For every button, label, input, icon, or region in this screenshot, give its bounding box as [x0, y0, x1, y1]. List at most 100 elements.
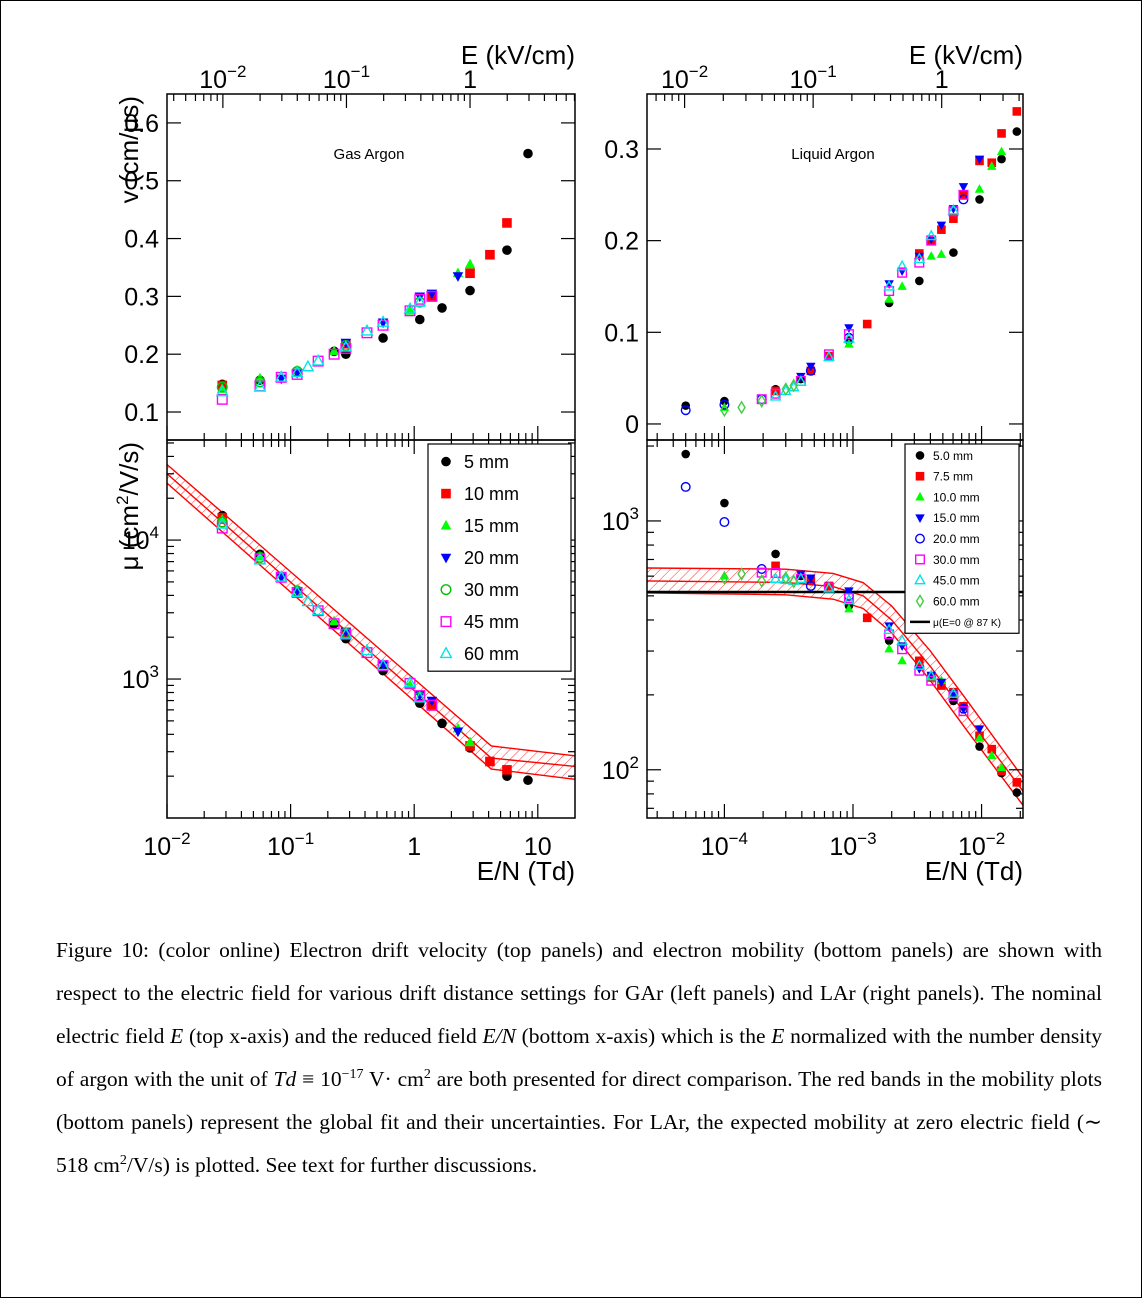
data-point [1012, 788, 1022, 797]
data-point [948, 206, 959, 217]
data-point [805, 365, 816, 376]
legend-label: 45 mm [464, 612, 519, 632]
data-point [414, 690, 426, 702]
data-point [340, 342, 352, 354]
data-point [290, 365, 304, 378]
data-point [823, 349, 834, 360]
tick-label: 0.5 [124, 168, 159, 196]
data-point [253, 552, 267, 565]
tick-label-base: 10 [790, 66, 818, 94]
data-point [936, 678, 947, 688]
caption-math: E/N [482, 1024, 516, 1048]
data-point [974, 184, 985, 193]
tick-label-base: 10 [661, 66, 689, 94]
tick-label: 0.2 [124, 341, 159, 369]
data-point [274, 570, 288, 582]
data-point [720, 498, 729, 508]
data-point [452, 727, 464, 738]
data-point [883, 279, 896, 291]
data-point [781, 382, 791, 397]
data-point [897, 644, 908, 655]
tick-label-exponent: −4 [729, 829, 748, 848]
data-point [771, 561, 780, 571]
data-point [216, 393, 228, 405]
annotation: Liquid Argon [791, 146, 874, 163]
data-point [403, 301, 417, 314]
data-point [844, 339, 854, 348]
data-point [926, 251, 936, 260]
data-point [769, 572, 782, 584]
data-point [465, 268, 475, 279]
data-point [523, 148, 533, 159]
tick-label-exponent: 4 [150, 523, 159, 542]
data-point [844, 324, 854, 333]
data-point [896, 634, 909, 645]
tick-label-base: 10 [701, 833, 729, 861]
data-point [987, 744, 997, 754]
data-point [720, 403, 729, 418]
data-point [502, 218, 512, 228]
y-axis-label: v (cm/μs) [114, 96, 144, 203]
legend-marker [915, 491, 925, 501]
fit-line [646, 592, 1024, 806]
legend-marker [914, 573, 926, 585]
data-point [913, 659, 926, 670]
data-point [914, 252, 925, 262]
data-point [974, 732, 985, 742]
tick-label-base: 10 [267, 833, 295, 861]
data-point [770, 388, 781, 399]
fit-line [166, 482, 576, 780]
tick-label: 0 [625, 411, 639, 439]
data-point [328, 618, 340, 630]
data-point [737, 567, 746, 581]
data-point [958, 183, 969, 192]
data-point [414, 293, 426, 305]
tick-label: 103 [602, 504, 639, 536]
data-point [996, 146, 1007, 156]
tick-label-base: 10 [199, 66, 227, 94]
data-point [789, 378, 798, 393]
data-point [897, 267, 908, 278]
data-point [1012, 778, 1022, 787]
data-point [719, 517, 730, 528]
tick-label-base: 10 [958, 833, 986, 861]
caption-superscript: −17 [341, 1066, 364, 1082]
data-point [958, 189, 969, 200]
plot-frame [646, 439, 1024, 819]
data-point [915, 276, 924, 286]
data-point [720, 571, 729, 585]
data-point [823, 350, 835, 362]
data-point [465, 285, 475, 296]
data-point [997, 129, 1006, 138]
tick-label: 10−1 [267, 829, 314, 861]
data-point [843, 329, 854, 340]
data-point [949, 248, 958, 257]
data-point [376, 658, 390, 671]
data-point [926, 235, 937, 246]
tick-label: 1 [463, 66, 477, 94]
data-point [339, 627, 353, 639]
data-point [824, 351, 834, 361]
caption-text: (top x-axis) and the reduced field [183, 1024, 483, 1048]
tick-label: 102 [602, 753, 639, 785]
tick-label-exponent: 2 [630, 753, 639, 772]
legend-label: 45.0 mm [933, 574, 980, 588]
data-point [974, 725, 985, 735]
legend-label: 5 mm [464, 452, 509, 472]
data-point [215, 517, 229, 529]
legend-marker [440, 553, 452, 564]
tick-label-base: 10 [143, 833, 171, 861]
tick-label: 0.6 [124, 110, 159, 138]
data-point [769, 389, 782, 401]
data-point [464, 258, 476, 269]
data-point [949, 214, 958, 223]
data-point [464, 736, 476, 747]
legend-marker [915, 514, 925, 523]
tick-label-exponent: −2 [171, 829, 190, 848]
data-point [925, 669, 938, 681]
caption-text: /V/s) is plotted. See text for further d… [126, 1153, 538, 1177]
data-point [824, 581, 834, 591]
data-point [328, 345, 340, 356]
tick-label: 0.1 [604, 319, 639, 347]
data-point [844, 603, 854, 613]
